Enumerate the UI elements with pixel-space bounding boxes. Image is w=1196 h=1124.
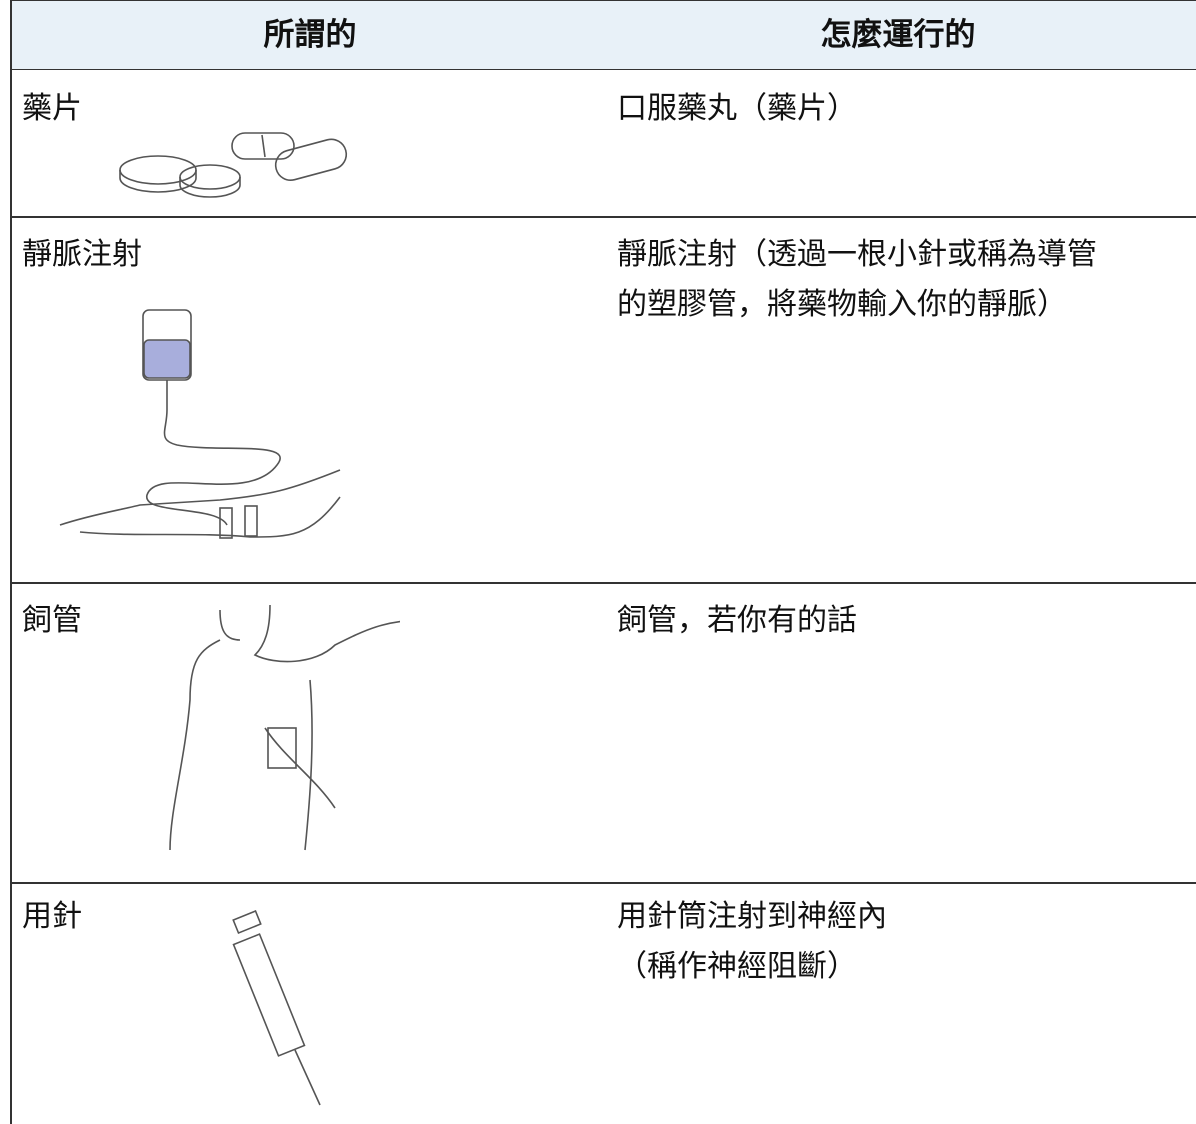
row-description: 靜脈注射（透過一根小針或稱為導管 的塑膠管，將藥物輸入你的靜脈）	[617, 230, 1097, 330]
row-name: 靜脈注射	[22, 237, 142, 272]
header-cell: 所謂的	[263, 17, 357, 53]
header-cell: 怎麼運行的	[820, 17, 976, 53]
row-name: 藥片	[22, 91, 82, 126]
row-divider	[10, 882, 1196, 884]
row-description: 用針筒注射到神經內 （稱作神經阻斷）	[617, 892, 887, 992]
row-name: 用針	[22, 899, 82, 934]
description-line: 的塑膠管，將藥物輸入你的靜脈）	[617, 287, 1067, 322]
syringe-illustration	[232, 910, 321, 1106]
row-divider	[10, 216, 1196, 218]
description-line: 靜脈注射（透過一根小針或稱為導管	[617, 237, 1097, 272]
table-border	[10, 0, 12, 1124]
iv-illustration	[59, 309, 341, 539]
row-divider	[10, 582, 1196, 584]
description-line: 口服藥丸（藥片）	[617, 91, 857, 126]
pills-illustration	[119, 132, 348, 198]
row-description: 飼管，若你有的話	[617, 596, 857, 646]
description-line: 飼管，若你有的話	[617, 603, 857, 638]
header-row: 所謂的 怎麼運行的	[10, 0, 1196, 70]
feeding-tube-illustration	[169, 604, 400, 851]
description-line: 用針筒注射到神經內	[617, 899, 887, 934]
row-name: 飼管	[22, 603, 82, 638]
row-description: 口服藥丸（藥片）	[617, 84, 857, 134]
description-line: （稱作神經阻斷）	[617, 949, 857, 984]
